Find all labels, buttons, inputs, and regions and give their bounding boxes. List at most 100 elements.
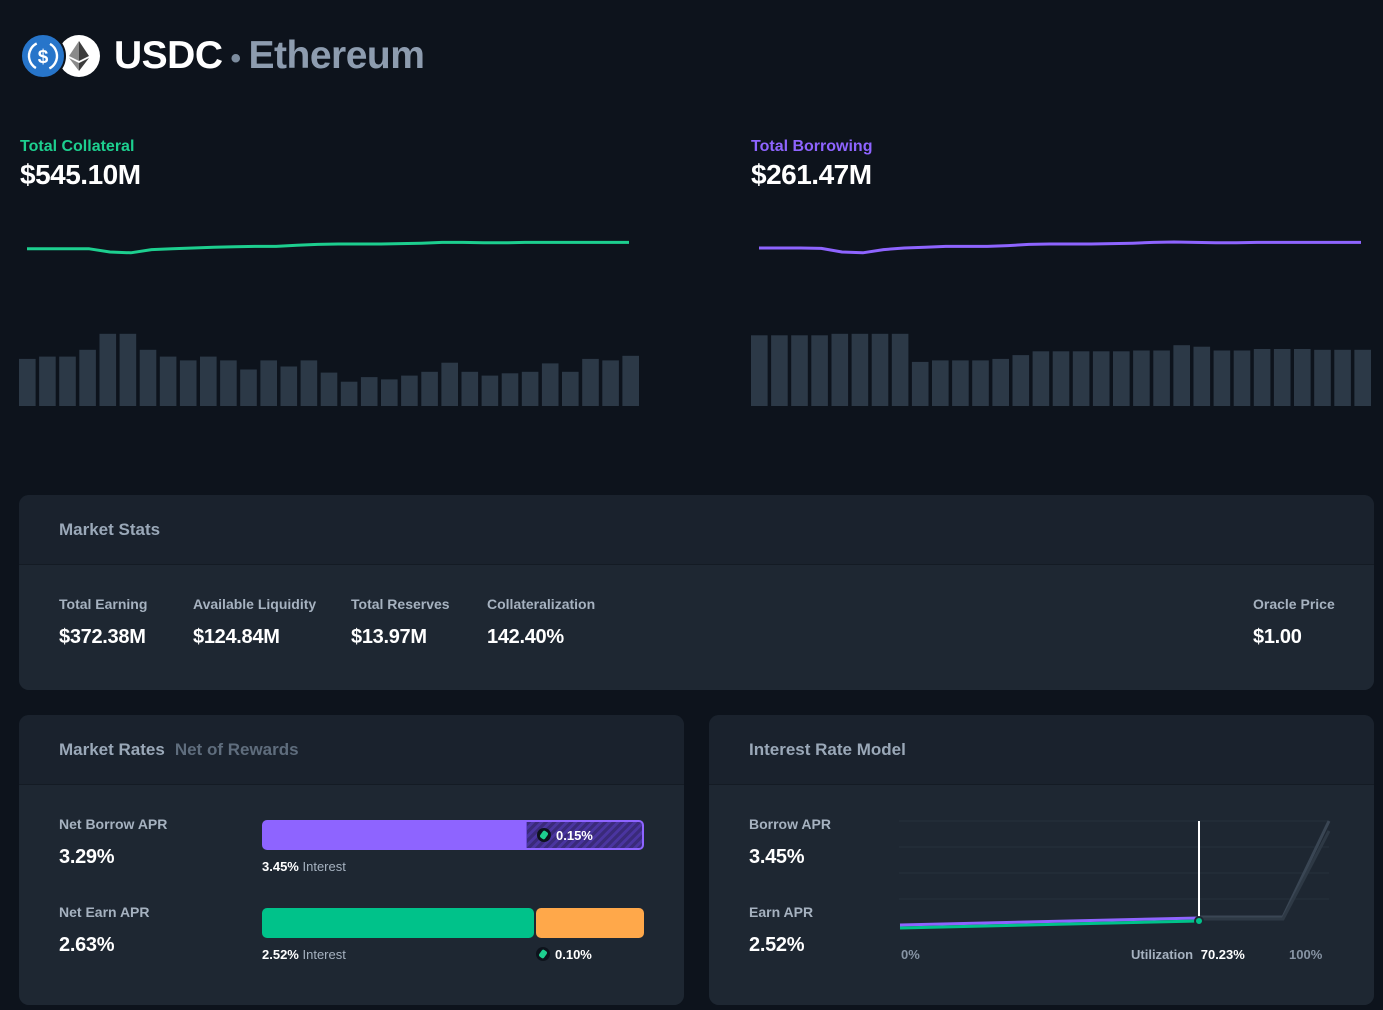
collateral-volume-bar[interactable] bbox=[139, 349, 157, 406]
collateral-volume-bar[interactable] bbox=[521, 371, 539, 406]
collateral-volume-bar[interactable] bbox=[501, 373, 519, 406]
borrowing-volume-bar[interactable] bbox=[1032, 351, 1050, 406]
borrowing-volume-bar[interactable] bbox=[831, 333, 849, 406]
borrowing-volume-bar[interactable] bbox=[1173, 345, 1190, 406]
utilization-label: Utilization bbox=[1131, 947, 1194, 962]
borrowing-volume-bar[interactable] bbox=[1314, 349, 1331, 406]
borrowing-volume-bar[interactable] bbox=[952, 360, 969, 406]
borrowing-volume-bar[interactable] bbox=[1193, 346, 1211, 406]
market-rates-header: Market Rates Net of Rewards bbox=[19, 715, 684, 785]
borrowing-volume-bar[interactable] bbox=[1233, 350, 1251, 407]
interest-rate-model-chart[interactable] bbox=[899, 815, 1339, 945]
borrowing-volume-bar[interactable] bbox=[972, 360, 989, 406]
market-stats-card: Market Stats Total Earning $372.38M Avai… bbox=[19, 495, 1374, 690]
total-collateral-value: $545.10M bbox=[20, 159, 141, 190]
borrowing-volume-bar[interactable] bbox=[1334, 349, 1351, 406]
stat-value: $13.97M bbox=[351, 626, 427, 648]
collateral-volume-bar[interactable] bbox=[240, 369, 257, 407]
collateral-volume-bar[interactable] bbox=[461, 371, 479, 406]
stat-value: 142.40% bbox=[487, 626, 564, 648]
collateral-volume-bar[interactable] bbox=[220, 360, 237, 406]
collateral-volume-bar[interactable] bbox=[622, 355, 639, 406]
total-collateral-label: Total Collateral bbox=[20, 138, 135, 155]
earn-reward-value: 0.10% bbox=[555, 947, 592, 962]
total-borrowing-value: $261.47M bbox=[751, 159, 872, 190]
collateral-volume-bar[interactable] bbox=[360, 377, 378, 406]
borrowing-volume-bar[interactable] bbox=[791, 335, 808, 406]
earn-curve-projection bbox=[1199, 830, 1331, 921]
earn-reward-note: 0.10% bbox=[536, 947, 592, 962]
earn-apr-value: 2.52% bbox=[749, 934, 805, 956]
stat-label: Total Earning bbox=[59, 596, 148, 612]
collateral-volume-bar[interactable] bbox=[39, 356, 56, 406]
collateral-history-chart[interactable] bbox=[19, 230, 639, 410]
collateral-volume-bar[interactable] bbox=[562, 371, 579, 406]
borrowing-volume-bar[interactable] bbox=[1012, 355, 1030, 406]
network-name: Ethereum bbox=[248, 34, 425, 77]
borrowing-volume-bar[interactable] bbox=[1294, 349, 1311, 406]
collateral-volume-bar[interactable] bbox=[340, 381, 358, 406]
borrowing-volume-bar[interactable] bbox=[891, 333, 909, 406]
collateral-volume-bar[interactable] bbox=[99, 333, 117, 406]
borrowing-volume-bar[interactable] bbox=[1072, 351, 1090, 406]
collateral-volume-bar[interactable] bbox=[280, 366, 298, 407]
borrowing-history-chart[interactable] bbox=[751, 230, 1371, 410]
collateral-volume-bar[interactable] bbox=[59, 356, 76, 406]
collateral-volume-bar[interactable] bbox=[401, 375, 418, 406]
borrowing-volume-bar[interactable] bbox=[1354, 349, 1371, 406]
market-stats-body: Total Earning $372.38M Available Liquidi… bbox=[19, 565, 1374, 690]
comp-token-icon bbox=[536, 947, 550, 961]
earn-interest-value: 2.52% bbox=[262, 947, 299, 962]
collateral-volume-bar[interactable] bbox=[119, 333, 137, 406]
earn-interest-label: Interest bbox=[302, 947, 346, 962]
collateral-volume-bar[interactable] bbox=[300, 360, 318, 406]
borrowing-volume-bar[interactable] bbox=[851, 333, 869, 406]
collateral-volume-bar[interactable] bbox=[320, 372, 338, 406]
collateral-volume-bar[interactable] bbox=[441, 362, 458, 406]
borrowing-volume-bar[interactable] bbox=[1092, 351, 1110, 406]
borrowing-volume-bar[interactable] bbox=[1213, 350, 1231, 407]
collateral-volume-bar[interactable] bbox=[541, 363, 559, 406]
page-header: $ USDC • Ethereum bbox=[20, 33, 425, 79]
borrow-reward-segment[interactable]: 0.15% bbox=[526, 822, 642, 848]
collateral-volume-bar[interactable] bbox=[582, 358, 599, 406]
borrow-reward-value: 0.15% bbox=[556, 827, 593, 843]
borrowing-volume-bar[interactable] bbox=[871, 333, 889, 406]
total-borrowing-stat: Total Borrowing $261.47M bbox=[751, 138, 872, 191]
collateral-volume-bar[interactable] bbox=[179, 360, 197, 406]
collateral-volume-bar[interactable] bbox=[602, 360, 619, 406]
collateral-volume-bar[interactable] bbox=[19, 358, 36, 406]
borrow-rate-curve bbox=[899, 916, 1200, 927]
market-rates-card: Market Rates Net of Rewards Net Borrow A… bbox=[19, 715, 684, 1005]
collateral-volume-bar[interactable] bbox=[381, 379, 398, 406]
collateral-volume-bar[interactable] bbox=[421, 371, 438, 406]
collateral-volume-bar[interactable] bbox=[260, 360, 277, 406]
borrowing-volume-bar[interactable] bbox=[992, 358, 1009, 406]
utilization-readout: Utilization 70.23% bbox=[1131, 947, 1245, 962]
earn-reward-bar[interactable] bbox=[536, 908, 644, 938]
collateral-volume-bar[interactable] bbox=[79, 349, 96, 406]
stat-value: $372.38M bbox=[59, 626, 146, 648]
borrowing-volume-bar[interactable] bbox=[1133, 350, 1150, 407]
borrow-rate-bar[interactable]: 0.15% bbox=[262, 820, 644, 850]
page-title: USDC • Ethereum bbox=[114, 34, 425, 78]
collateral-volume-bar[interactable] bbox=[200, 356, 217, 406]
collateral-volume-bar[interactable] bbox=[159, 356, 177, 406]
borrowing-volume-bar[interactable] bbox=[751, 335, 768, 406]
borrowing-volume-bar[interactable] bbox=[1273, 349, 1291, 406]
borrowing-volume-bar[interactable] bbox=[932, 360, 949, 406]
utilization-marker-dot[interactable] bbox=[1194, 916, 1204, 926]
collateral-volume-bar[interactable] bbox=[481, 375, 499, 406]
borrowing-volume-bar[interactable] bbox=[771, 335, 788, 406]
comp-token-icon bbox=[537, 828, 551, 842]
borrowing-volume-bar[interactable] bbox=[1253, 349, 1271, 406]
borrowing-volume-bar[interactable] bbox=[911, 361, 929, 406]
borrow-interest-label: Interest bbox=[302, 859, 346, 874]
earn-interest-bar[interactable] bbox=[262, 908, 534, 938]
borrowing-volume-bar[interactable] bbox=[811, 335, 828, 406]
market-rates-body: Net Borrow APR 3.29% Net Earn APR 2.63% … bbox=[19, 785, 684, 1005]
borrowing-volume-bar[interactable] bbox=[1052, 351, 1070, 406]
borrowing-volume-bar[interactable] bbox=[1113, 351, 1130, 406]
borrowing-volume-bar[interactable] bbox=[1153, 350, 1170, 407]
x-axis-end: 100% bbox=[1289, 947, 1323, 962]
